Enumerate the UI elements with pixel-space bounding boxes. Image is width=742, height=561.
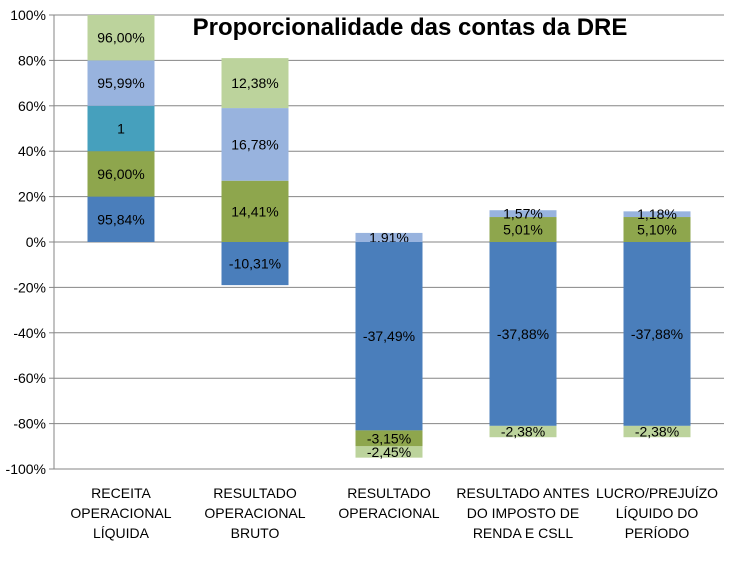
bar-segment	[489, 425, 557, 438]
y-tick-label: -80%	[13, 416, 46, 432]
data-label: 1	[117, 121, 125, 137]
bar-segment	[489, 242, 557, 426]
bar-segment	[355, 242, 423, 431]
bar-segment	[623, 242, 691, 426]
data-label: 1,18%	[637, 206, 677, 222]
data-label: 12,38%	[231, 75, 278, 91]
category-label: OPERACIONAL	[338, 505, 439, 521]
data-label: 96,00%	[97, 30, 144, 46]
y-tick-label: 80%	[18, 52, 46, 68]
bar-segment	[489, 217, 557, 242]
data-label: 96,00%	[97, 166, 144, 182]
y-tick-label: 0%	[26, 234, 46, 250]
category-label: RENDA E CSLL	[473, 525, 574, 541]
data-label: 5,01%	[503, 222, 543, 238]
chart-title: Proporcionalidade das contas da DRE	[192, 14, 628, 41]
data-label: 95,99%	[97, 75, 144, 91]
category-label: RESULTADO	[347, 485, 431, 501]
data-label: 95,84%	[97, 211, 144, 227]
category-label: RECEITA	[91, 485, 151, 501]
y-tick-label: 20%	[18, 189, 46, 205]
data-label: 1,91%	[369, 229, 409, 245]
y-tick-label: 40%	[18, 143, 46, 159]
data-label: -3,15%	[367, 430, 411, 446]
y-tick-label: -60%	[13, 370, 46, 386]
bar-segment	[87, 60, 155, 106]
bar-segment	[221, 180, 289, 242]
bar-segment	[355, 430, 423, 447]
category-label: LUCRO/PREJUÍZO	[596, 485, 718, 501]
y-tick-label: -20%	[13, 279, 46, 295]
bar-segment	[623, 217, 691, 242]
bar-segment	[221, 242, 289, 286]
data-label: -2,38%	[501, 424, 545, 440]
y-tick-label: -40%	[13, 325, 46, 341]
data-label: -10,31%	[229, 256, 281, 272]
bar-segment	[623, 425, 691, 438]
bar-segment	[87, 105, 155, 152]
bar-segment	[355, 232, 423, 242]
y-tick-label: 100%	[10, 7, 46, 23]
data-label: 14,41%	[231, 203, 278, 219]
bar-segment	[623, 211, 691, 218]
category-label: OPERACIONAL	[70, 505, 171, 521]
data-label: -2,38%	[635, 424, 679, 440]
category-label: LÍQUIDO DO	[616, 505, 699, 521]
bar-segment	[87, 196, 155, 242]
category-label: DO IMPOSTO DE	[467, 505, 580, 521]
y-tick-label: 60%	[18, 98, 46, 114]
bar-segment	[221, 58, 289, 109]
category-label: LÍQUIDA	[93, 525, 150, 541]
bar-segment	[87, 15, 155, 61]
y-tick-label: -100%	[6, 461, 46, 477]
category-label: PERÍODO	[625, 525, 690, 541]
data-label: -2,45%	[367, 444, 411, 460]
data-label: -37,88%	[497, 326, 549, 342]
bar-segment	[221, 108, 289, 181]
data-label: 1,57%	[503, 206, 543, 222]
data-label: -37,49%	[363, 328, 415, 344]
data-label: 5,10%	[637, 222, 677, 238]
category-label: RESULTADO ANTES	[456, 485, 589, 501]
category-label: OPERACIONAL	[204, 505, 305, 521]
bar-segment	[87, 151, 155, 197]
category-label: BRUTO	[231, 525, 280, 541]
bar-segment	[355, 446, 423, 458]
data-label: -37,88%	[631, 326, 683, 342]
data-label: 16,78%	[231, 136, 278, 152]
bar-segment	[489, 210, 557, 218]
category-label: RESULTADO	[213, 485, 297, 501]
